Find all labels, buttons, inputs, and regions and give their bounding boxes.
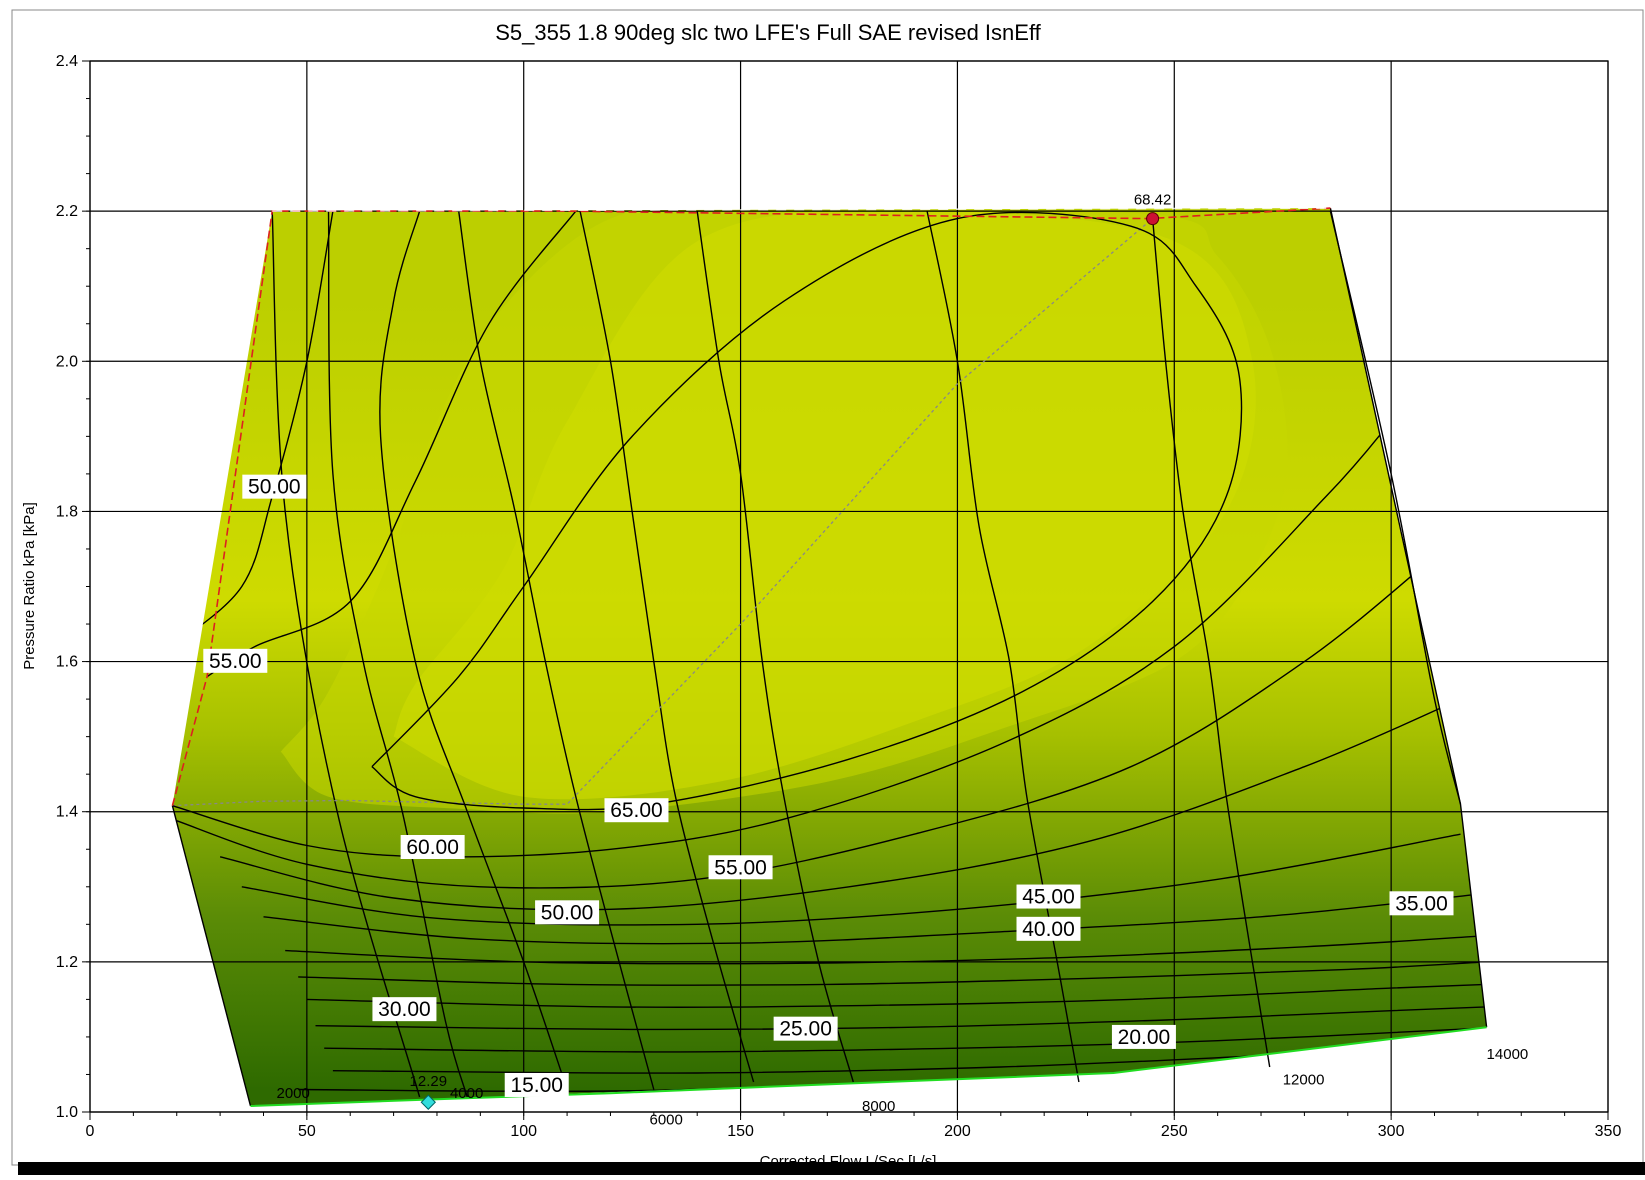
contour-label-box: [1016, 916, 1081, 941]
contour-label-box: [535, 900, 600, 925]
speed-line: [696, 211, 854, 1083]
contour-label-box: [1016, 884, 1081, 909]
efficiency-contour: [332, 1055, 1262, 1074]
y-tick-label: 1.6: [56, 654, 78, 671]
contour-label: 60.00: [406, 836, 459, 859]
speed-line: [1329, 210, 1462, 805]
contour-label: 40.00: [1022, 918, 1075, 941]
contour-label-box: [203, 648, 268, 673]
choke-side-boundary: [1329, 207, 1488, 1028]
efficiency-contour: [172, 420, 1392, 858]
contour-label: 25.00: [779, 1018, 832, 1041]
axis-layer: 0 50 100 150 200 250 300 350 1.0 1.2 1.4 1.6 1.8 2.0 2…: [56, 53, 1622, 1140]
speed-line: [458, 211, 655, 1090]
speed-line-label: 8000: [862, 1098, 895, 1115]
y-tick-label: 1.4: [56, 804, 78, 821]
contour-label-box: [504, 1072, 569, 1097]
contour-label: 15.00: [510, 1074, 563, 1097]
y-tick-label: 1.0: [56, 1104, 78, 1121]
speed-line: [579, 210, 755, 1083]
efficiency-contour: [172, 555, 1435, 889]
x-tick-label: 50: [298, 1123, 316, 1140]
peak-efficiency-island: [393, 210, 1256, 800]
contour-label-box: [773, 1016, 838, 1041]
contour-label: 20.00: [1118, 1026, 1171, 1049]
peak-efficiency-label: 68.42: [1134, 192, 1172, 209]
operating-point-label: 12.29: [410, 1073, 448, 1090]
contour-label: 35.00: [1395, 892, 1448, 915]
y-tick-label: 2.4: [56, 53, 78, 70]
x-tick-label: 200: [944, 1123, 971, 1140]
contour-label-box: [372, 997, 437, 1022]
contour-label-box: [400, 834, 465, 859]
efficiency-contour: [324, 1027, 1487, 1053]
contour-label: 50.00: [541, 901, 594, 924]
contour-label-layer: 50.00 55.00 65.00 60.00 55.00 50.00 45.00 40.00…: [203, 192, 1528, 1129]
contour-label-box: [708, 855, 773, 880]
y-tick-label: 1.2: [56, 954, 78, 971]
speed-line-label: 14000: [1487, 1046, 1529, 1063]
map-boundary-layer: [171, 207, 1488, 1107]
efficiency-contour: [315, 1006, 1487, 1031]
efficiency-contour: [206, 210, 577, 678]
speed-line-label: 12000: [1283, 1072, 1325, 1089]
speed-line: [1151, 218, 1271, 1068]
contour-label-box: [1111, 1024, 1176, 1049]
operating-line: [172, 218, 1154, 807]
peak-efficiency-marker: [1146, 212, 1160, 226]
efficiency-contour: [306, 983, 1487, 1008]
efficiency-contour: [263, 893, 1478, 945]
contour-label: 55.00: [209, 650, 262, 673]
contour-label: 55.00: [714, 856, 767, 879]
x-tick-label: 300: [1378, 1123, 1405, 1140]
x-tick-label: 350: [1595, 1123, 1622, 1140]
y-tick-label: 2.0: [56, 353, 78, 370]
operating-point-marker: [420, 1094, 437, 1110]
y-tick-label: 2.2: [56, 203, 78, 220]
grid-layer: [89, 60, 1609, 1113]
efficiency-contour: [298, 961, 1487, 986]
top-speed-line: [272, 207, 1331, 212]
efficiency-contour: [241, 833, 1461, 926]
x-tick-label: 150: [727, 1123, 754, 1140]
speed-line: [327, 211, 468, 1098]
contour-label-box: [604, 798, 669, 823]
efficiency-contour: [285, 934, 1487, 965]
speed-line-label: 6000: [649, 1112, 682, 1129]
y-tick-label: 1.8: [56, 503, 78, 520]
speed-line-label: 2000: [276, 1085, 309, 1102]
efficiency-contour: [219, 698, 1461, 911]
x-tick-label: 250: [1161, 1123, 1188, 1140]
speed-line: [271, 211, 421, 1098]
speed-line: [926, 210, 1080, 1083]
chart-title: S5_355 1.8 90deg slc two LFE's Full SAE …: [495, 20, 1041, 45]
speed-line-label: 4000: [450, 1085, 483, 1102]
y-axis-title: Pressure Ratio kPa [kPa]: [21, 502, 38, 670]
x-tick-label: 100: [510, 1123, 537, 1140]
contour-label: 30.00: [378, 998, 431, 1021]
low-speed-boundary: [171, 805, 252, 1107]
choke-line: [250, 1026, 1487, 1107]
x-tick-label: 0: [86, 1123, 95, 1140]
contour-label: 50.00: [248, 476, 301, 499]
contour-label-box: [1389, 891, 1454, 916]
contour-label: 45.00: [1022, 886, 1075, 909]
bottom-status-bar: [18, 1162, 1645, 1175]
contour-label: 65.00: [610, 799, 663, 822]
contour-label-box: [242, 474, 307, 499]
